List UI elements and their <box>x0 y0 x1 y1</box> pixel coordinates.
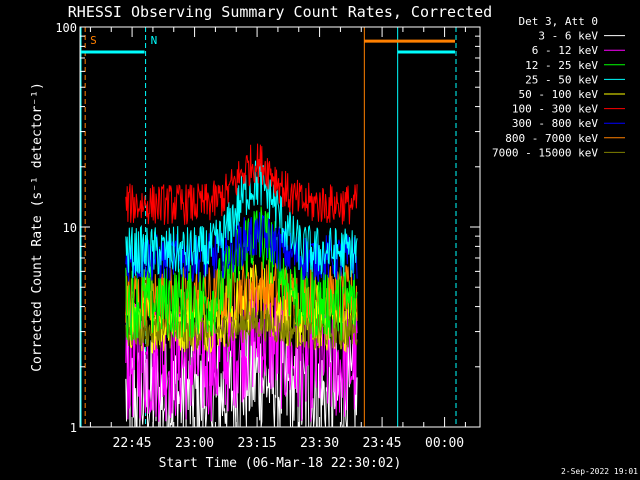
x-tick-label: 23:15 <box>238 436 277 451</box>
legend-header: Det 3, Att 0 <box>519 15 598 28</box>
chart-title: RHESSI Observing Summary Count Rates, Co… <box>68 3 492 21</box>
series-line <box>125 264 358 354</box>
series-line <box>125 307 358 349</box>
x-tick-label: 00:00 <box>425 436 464 451</box>
x-axis-label: Start Time (06-Mar-18 22:30:02) <box>159 456 402 471</box>
legend-label: 50 - 100 keV <box>519 88 599 101</box>
legend-label: 25 - 50 keV <box>525 73 598 86</box>
y-axis-label: Corrected Count Rate (s⁻¹ detector⁻¹) <box>30 82 45 372</box>
y-tick-label: 1 <box>70 421 77 435</box>
footer-timestamp: 2-Sep-2022 19:01 <box>561 467 638 476</box>
flag-annotation: N <box>151 34 158 47</box>
series-line <box>125 278 358 422</box>
legend-label: 100 - 300 keV <box>512 103 598 116</box>
legend-label: 12 - 25 keV <box>525 59 598 72</box>
legend-label: 7000 - 15000 keV <box>492 146 598 159</box>
x-tick-label: 23:45 <box>363 436 402 451</box>
legend-label: 300 - 800 keV <box>512 117 598 130</box>
legend-label: 6 - 12 keV <box>532 44 599 57</box>
x-axis: 22:45 23:00 23:15 23:30 23:45 00:00 <box>89 27 466 451</box>
x-tick-label: 23:30 <box>300 436 339 451</box>
series-group <box>125 143 358 427</box>
legend-label: 3 - 6 keV <box>538 30 598 43</box>
legend-label: 800 - 7000 keV <box>505 132 598 145</box>
x-tick-label: 23:00 <box>175 436 214 451</box>
series-line <box>125 160 358 278</box>
flag-annotation: S <box>90 34 97 47</box>
y-axis: 1 10 100 <box>55 21 480 435</box>
x-tick-label: 22:45 <box>113 436 152 451</box>
series-line <box>125 143 358 225</box>
y-tick-label: 100 <box>55 21 77 35</box>
y-tick-label: 10 <box>63 221 77 235</box>
